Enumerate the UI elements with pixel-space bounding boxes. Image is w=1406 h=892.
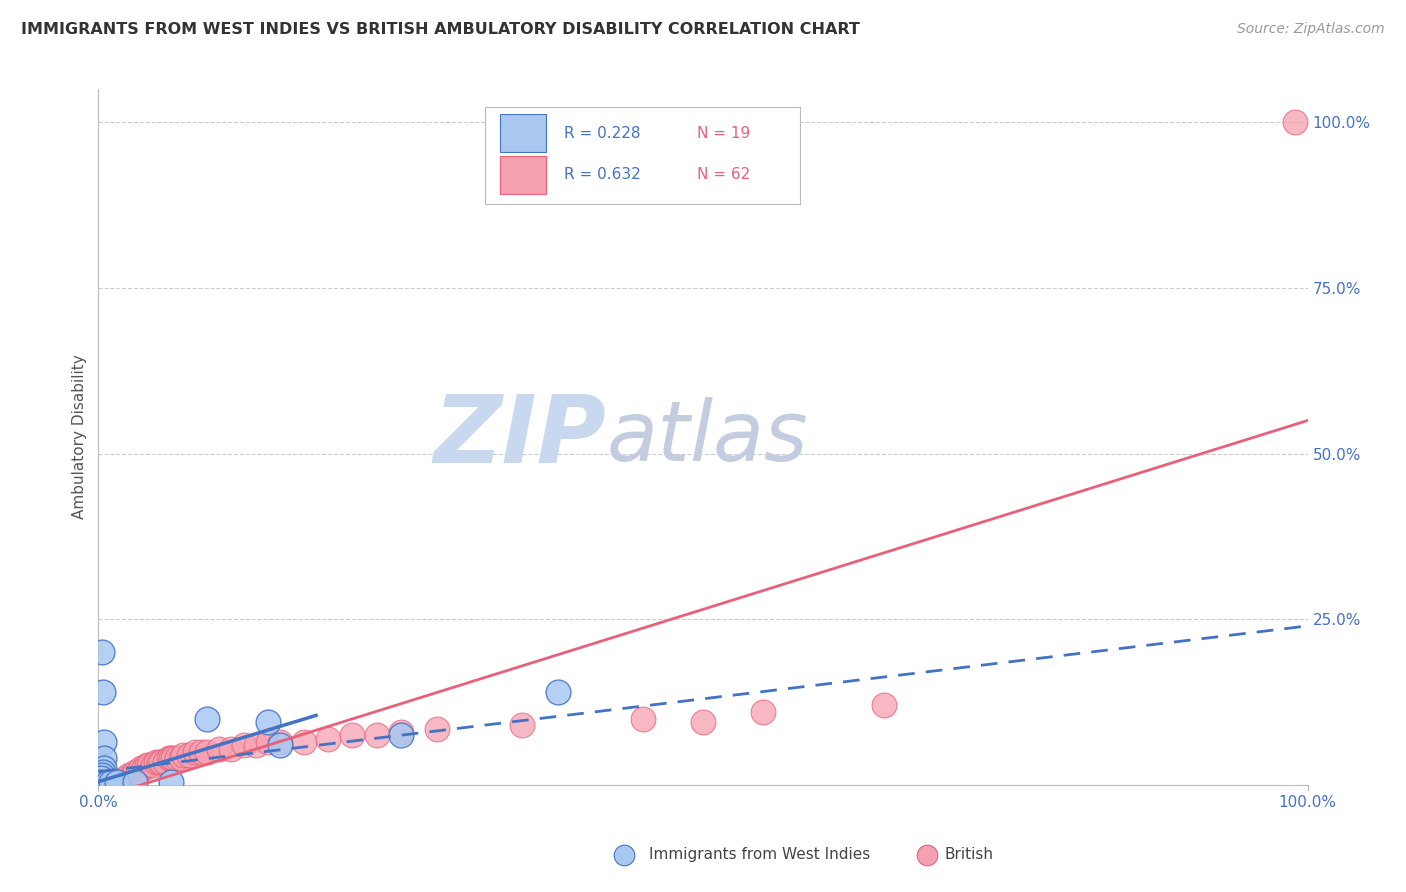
Point [426, 722, 449, 736]
Point [195, 745, 218, 759]
Text: atlas: atlas [606, 397, 808, 477]
Point [547, 685, 569, 699]
Point [208, 741, 231, 756]
Text: R = 0.632: R = 0.632 [564, 168, 641, 182]
Point [389, 725, 412, 739]
Point [692, 714, 714, 729]
Point [100, 774, 122, 789]
Point [129, 761, 152, 775]
Text: Immigrants from West Indies: Immigrants from West Indies [648, 847, 870, 862]
Point [91, 768, 114, 782]
Point [96, 774, 118, 789]
Point [269, 738, 291, 752]
FancyBboxPatch shape [501, 155, 546, 194]
Point [145, 755, 167, 769]
Point [153, 755, 176, 769]
Point [90, 772, 112, 786]
Point [100, 774, 122, 789]
Point [105, 774, 128, 789]
Point [98, 774, 121, 789]
FancyBboxPatch shape [485, 106, 800, 204]
Point [118, 768, 141, 782]
Point [91, 685, 114, 699]
Point [103, 774, 125, 789]
Point [100, 774, 122, 789]
Text: ZIP: ZIP [433, 391, 606, 483]
Point [160, 751, 183, 765]
Point [184, 745, 207, 759]
Point [316, 731, 339, 746]
Point [134, 761, 156, 775]
Point [93, 779, 115, 793]
Point [101, 774, 124, 789]
Point [124, 774, 146, 789]
Point [510, 718, 533, 732]
Point [114, 772, 136, 786]
Point [93, 751, 115, 765]
Point [221, 741, 243, 756]
Point [169, 751, 191, 765]
Point [89, 774, 111, 789]
Point [108, 774, 131, 789]
Point [752, 705, 775, 719]
Point [232, 738, 254, 752]
Point [108, 774, 131, 789]
Point [97, 774, 120, 789]
Point [389, 728, 412, 742]
Point [111, 772, 134, 787]
Text: N = 19: N = 19 [697, 126, 751, 141]
Point [138, 758, 160, 772]
Point [121, 768, 143, 782]
Point [148, 755, 170, 769]
Text: N = 62: N = 62 [697, 168, 751, 182]
Point [127, 764, 149, 779]
Point [91, 764, 114, 779]
Text: British: British [945, 847, 994, 862]
Point [93, 774, 115, 789]
Point [96, 779, 118, 793]
Point [104, 774, 127, 789]
Text: R = 0.228: R = 0.228 [564, 126, 641, 141]
Point [142, 758, 165, 772]
Point [90, 774, 112, 789]
Point [179, 748, 201, 763]
Point [256, 714, 278, 729]
Text: IMMIGRANTS FROM WEST INDIES VS BRITISH AMBULATORY DISABILITY CORRELATION CHART: IMMIGRANTS FROM WEST INDIES VS BRITISH A… [21, 22, 860, 37]
Point [91, 774, 114, 789]
Point [172, 748, 194, 763]
Point [292, 735, 315, 749]
Point [94, 774, 117, 789]
Point [366, 728, 388, 742]
Point [97, 774, 120, 789]
Point [269, 735, 291, 749]
Point [245, 738, 267, 752]
Point [166, 751, 188, 765]
Point [124, 764, 146, 779]
Point [342, 728, 364, 742]
Point [91, 774, 114, 789]
Point [1284, 115, 1306, 129]
Point [157, 751, 180, 765]
Point [256, 735, 278, 749]
Point [93, 735, 115, 749]
Point [110, 774, 132, 789]
Text: Source: ZipAtlas.com: Source: ZipAtlas.com [1237, 22, 1385, 37]
Point [107, 774, 129, 789]
Y-axis label: Ambulatory Disability: Ambulatory Disability [72, 355, 87, 519]
Point [91, 645, 114, 659]
Point [162, 751, 184, 765]
Point [105, 774, 128, 789]
FancyBboxPatch shape [501, 114, 546, 153]
Point [89, 774, 111, 789]
Point [150, 755, 173, 769]
Point [160, 774, 183, 789]
Point [195, 712, 218, 726]
Point [190, 745, 212, 759]
Point [631, 712, 654, 726]
Point [93, 761, 115, 775]
Point [873, 698, 896, 713]
Point [135, 758, 157, 772]
